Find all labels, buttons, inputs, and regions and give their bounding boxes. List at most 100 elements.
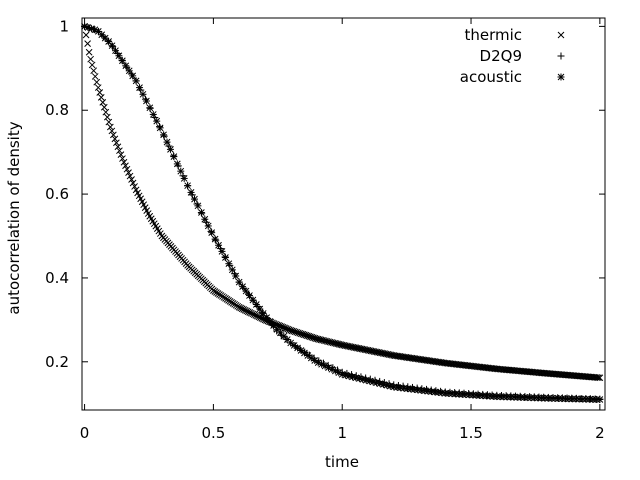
point-thermic <box>128 176 135 183</box>
x-axis-label: time <box>325 453 359 471</box>
point-acoustic <box>201 215 209 223</box>
point-thermic <box>126 172 134 180</box>
point-thermic <box>122 162 129 170</box>
plot-frame <box>81 17 606 411</box>
point-acoustic <box>149 110 157 118</box>
point-thermic <box>110 131 117 139</box>
y-tick-label: 0.4 <box>45 269 69 287</box>
point-acoustic <box>108 42 116 50</box>
point-acoustic <box>218 247 226 255</box>
point-acoustic <box>166 145 174 153</box>
point-acoustic <box>232 272 240 280</box>
y-tick-label: 1 <box>59 17 69 35</box>
legend: thermic D2Q9 acoustic <box>460 26 565 86</box>
point-acoustic <box>355 375 363 383</box>
point-acoustic <box>160 131 168 139</box>
point-acoustic <box>596 396 604 404</box>
point-acoustic <box>136 84 144 92</box>
point-acoustic <box>276 329 284 337</box>
point-thermic <box>102 108 110 116</box>
point-thermic <box>85 48 93 56</box>
legend-label-acoustic: acoustic <box>460 68 522 86</box>
point-thermic <box>108 127 116 135</box>
y-tick-label: 0.8 <box>45 101 69 119</box>
point-thermic <box>119 155 126 162</box>
x-tick-label: 0.5 <box>201 424 225 442</box>
point-thermic <box>97 94 105 101</box>
point-acoustic <box>321 362 329 370</box>
point-acoustic <box>173 160 181 168</box>
point-acoustic <box>211 235 219 243</box>
point-thermic <box>129 179 137 187</box>
point-thermic <box>106 123 114 131</box>
point-thermic <box>91 73 99 80</box>
point-acoustic <box>215 241 223 249</box>
point-thermic <box>123 165 131 173</box>
point-acoustic <box>242 287 250 295</box>
legend-label-thermic: thermic <box>464 26 522 44</box>
point-thermic <box>99 98 107 106</box>
point-acoustic <box>245 292 253 300</box>
point-thermic <box>90 67 98 75</box>
point-acoustic <box>122 62 130 70</box>
x-tick-label: 1.5 <box>459 424 483 442</box>
point-acoustic <box>228 266 236 274</box>
point-acoustic <box>252 300 260 308</box>
point-acoustic <box>177 167 185 175</box>
point-acoustic <box>204 222 212 230</box>
point-acoustic <box>208 229 216 237</box>
point-thermic <box>100 103 108 111</box>
point-thermic <box>93 78 101 86</box>
point-acoustic <box>191 195 199 203</box>
point-acoustic <box>259 309 267 317</box>
legend-label-D2Q9: D2Q9 <box>480 47 522 65</box>
legend-marker-D2Q9 <box>557 52 565 60</box>
x-tick-label: 0 <box>80 424 90 442</box>
y-tick-label: 0.6 <box>45 185 69 203</box>
point-thermic <box>113 139 120 147</box>
point-acoustic <box>180 174 188 182</box>
point-acoustic <box>163 138 171 146</box>
point-acoustic <box>221 254 229 262</box>
point-thermic <box>116 147 123 155</box>
point-acoustic <box>184 182 192 190</box>
x-tick-label: 2 <box>595 424 605 442</box>
data-points <box>81 22 604 404</box>
point-thermic <box>84 40 91 48</box>
point-thermic <box>117 151 125 158</box>
point-acoustic <box>225 260 233 268</box>
point-acoustic <box>115 52 123 60</box>
point-acoustic <box>235 278 243 286</box>
point-thermic <box>125 169 132 176</box>
point-thermic <box>94 84 102 91</box>
point-thermic <box>103 113 111 121</box>
point-thermic <box>114 143 122 151</box>
point-acoustic <box>132 77 140 85</box>
point-acoustic <box>153 117 161 125</box>
point-acoustic <box>118 57 126 65</box>
point-acoustic <box>146 104 154 112</box>
point-thermic <box>131 183 138 190</box>
x-tick-label: 1 <box>337 424 347 442</box>
point-acoustic <box>105 37 113 45</box>
point-acoustic <box>197 209 205 217</box>
point-acoustic <box>249 296 257 304</box>
legend-marker-acoustic <box>557 73 565 81</box>
point-acoustic <box>187 188 195 196</box>
point-acoustic <box>239 283 247 291</box>
point-acoustic <box>256 305 264 313</box>
point-thermic <box>88 61 96 69</box>
point-acoustic <box>142 97 150 105</box>
point-acoustic <box>129 72 137 80</box>
point-acoustic <box>194 202 202 210</box>
point-thermic <box>593 374 601 381</box>
point-thermic <box>596 374 604 382</box>
point-acoustic <box>139 90 147 98</box>
y-tick-label: 0.2 <box>45 353 69 371</box>
point-acoustic <box>156 124 164 132</box>
point-thermic <box>120 158 128 166</box>
point-acoustic <box>170 153 178 161</box>
point-thermic <box>105 118 113 126</box>
legend-marker-thermic <box>557 31 565 39</box>
